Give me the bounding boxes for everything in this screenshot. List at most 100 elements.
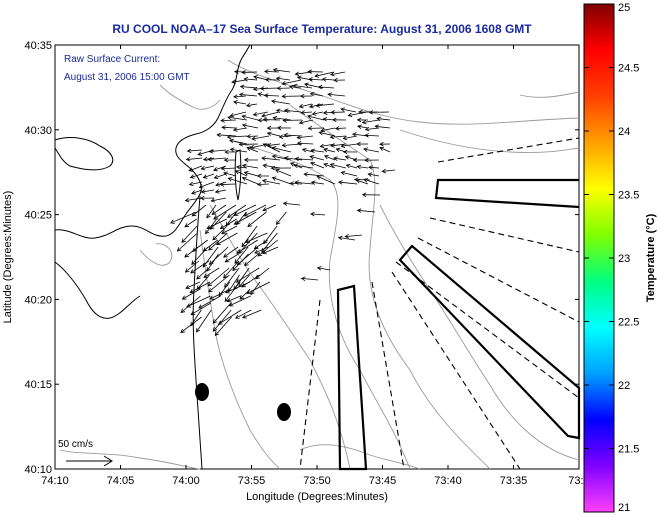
x-tick-label: 74:10 xyxy=(41,475,69,487)
current-arrow xyxy=(241,114,259,121)
current-arrow xyxy=(318,130,336,137)
dashed-line xyxy=(395,261,580,399)
current-arrow xyxy=(262,143,281,153)
current-arrow xyxy=(274,168,292,177)
current-arrow xyxy=(342,149,358,155)
current-arrow xyxy=(241,163,259,169)
current-arrow xyxy=(281,94,302,99)
contour-line xyxy=(289,104,491,470)
current-arrow xyxy=(199,195,215,201)
map-plot-area: Raw Surface Current: August 31, 2006 15:… xyxy=(54,44,581,471)
current-arrow xyxy=(307,125,325,131)
current-arrow xyxy=(381,168,396,174)
current-arrow xyxy=(252,111,269,117)
current-arrow xyxy=(208,232,228,251)
current-arrow xyxy=(253,239,268,250)
current-arrow xyxy=(315,103,335,108)
dashed-line xyxy=(371,281,405,470)
current-arrow xyxy=(225,211,237,227)
current-arrow xyxy=(236,239,258,254)
current-arrow xyxy=(264,77,280,83)
current-arrow xyxy=(283,132,303,138)
current-arrow xyxy=(266,142,281,148)
map-frame xyxy=(54,44,580,470)
transect-boxes xyxy=(336,178,581,471)
current-arrow xyxy=(196,309,212,333)
current-arrow xyxy=(307,114,325,121)
current-arrow xyxy=(323,147,336,153)
current-arrow xyxy=(289,181,303,186)
current-arrow xyxy=(337,235,356,241)
dashed-line xyxy=(299,299,321,470)
current-arrow xyxy=(226,295,241,303)
current-arrow xyxy=(198,181,215,189)
sandy-hook xyxy=(234,149,242,201)
current-arrow xyxy=(224,281,241,303)
current-arrow xyxy=(181,225,198,244)
legend-block: Raw Surface Current: August 31, 2006 15:… xyxy=(64,54,190,83)
current-arrow xyxy=(356,117,369,123)
current-arrow xyxy=(207,267,230,287)
current-arrow xyxy=(256,173,270,179)
current-arrow xyxy=(188,181,203,187)
current-arrow xyxy=(215,181,227,187)
current-arrow xyxy=(294,180,314,185)
y-tick-label: 40:30 xyxy=(24,125,52,137)
current-arrow xyxy=(229,138,248,145)
current-arrow xyxy=(219,218,237,230)
current-arrow xyxy=(283,108,302,113)
current-arrow xyxy=(200,165,215,171)
dashed-line xyxy=(429,217,580,253)
current-arrow xyxy=(298,103,313,109)
current-arrow xyxy=(228,295,251,307)
colorbar-tick-label: 22.5 xyxy=(618,317,639,329)
current-arrow xyxy=(272,115,292,121)
current-arrow xyxy=(337,180,358,185)
current-arrow xyxy=(246,134,259,139)
current-arrow xyxy=(296,141,314,146)
contour-line xyxy=(227,59,580,125)
shore-line xyxy=(192,195,203,470)
current-arrow xyxy=(190,302,212,315)
current-arrow xyxy=(212,302,232,324)
current-arrow xyxy=(243,204,267,217)
current-arrow xyxy=(262,117,281,122)
current-arrow xyxy=(206,204,217,219)
current-arrow xyxy=(261,111,280,118)
current-arrow xyxy=(235,267,260,283)
current-arrow xyxy=(376,116,391,122)
y-tick-label: 40:20 xyxy=(24,294,52,306)
current-arrow xyxy=(311,111,324,116)
current-arrow xyxy=(320,127,336,133)
current-arrow xyxy=(308,77,324,82)
current-arrow xyxy=(307,69,324,74)
current-arrow xyxy=(329,162,347,169)
colorbar-tick-label: 24.5 xyxy=(618,63,639,75)
current-arrow xyxy=(200,189,215,194)
current-arrow xyxy=(196,267,210,280)
current-arrow xyxy=(314,71,335,78)
station-marker xyxy=(277,403,291,421)
current-arrow xyxy=(294,156,314,162)
current-arrow xyxy=(243,157,259,163)
x-tick-label: 74:05 xyxy=(107,475,135,487)
current-arrow xyxy=(190,260,210,274)
current-arrow xyxy=(213,204,237,220)
current-arrow xyxy=(342,135,358,141)
current-arrow xyxy=(327,92,346,97)
current-arrow xyxy=(282,118,303,123)
current-arrow xyxy=(233,100,247,105)
colorbar-tick-label: 21.5 xyxy=(618,444,639,456)
current-arrow xyxy=(227,177,248,185)
current-arrow xyxy=(185,281,201,290)
current-arrow xyxy=(296,135,314,140)
current-arrow xyxy=(213,165,227,172)
inner-bay xyxy=(54,261,141,319)
current-arrow xyxy=(232,253,249,272)
x-axis-ticks: 74:10 74:05 74:00 73:55 73:50 73:45 73:40 73:35… xyxy=(41,45,590,487)
current-arrow xyxy=(241,176,259,185)
current-arrow xyxy=(227,204,247,218)
current-arrow xyxy=(317,84,335,90)
current-arrow xyxy=(310,180,325,185)
current-arrow xyxy=(191,189,203,195)
